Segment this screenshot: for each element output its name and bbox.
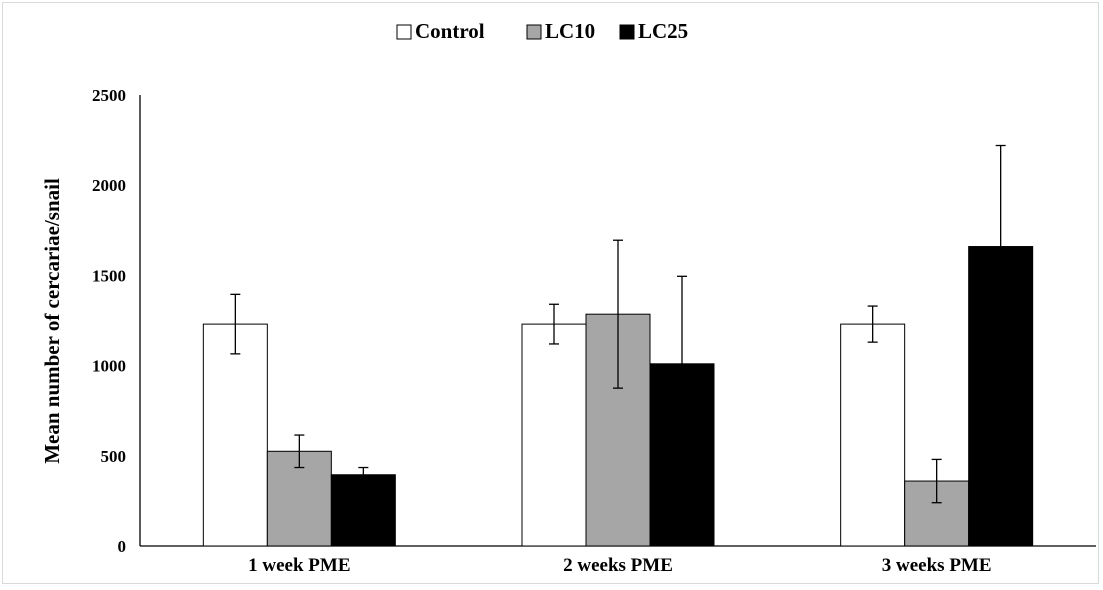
legend-label-control: Control bbox=[415, 19, 485, 43]
y-tick-label: 1000 bbox=[92, 357, 126, 376]
y-tick-label: 1500 bbox=[92, 266, 126, 285]
bar-control-2 bbox=[521, 323, 587, 547]
error-bars bbox=[230, 144, 1006, 504]
bar-control-3 bbox=[840, 323, 906, 547]
y-axis: 0 500 1000 1500 2000 2500 bbox=[92, 86, 141, 556]
legend-swatch-lc10 bbox=[526, 24, 542, 40]
x-tick-label: 2 weeks PME bbox=[563, 555, 673, 576]
legend-label-lc10: LC10 bbox=[545, 19, 595, 43]
y-tick-label: 2000 bbox=[92, 176, 126, 195]
legend: Control LC10 LC25 bbox=[396, 19, 688, 43]
legend-swatch-control bbox=[396, 24, 412, 40]
x-tick-label: 3 weeks PME bbox=[882, 555, 992, 576]
x-axis: 1 week PME 2 weeks PME 3 weeks PME bbox=[140, 545, 1096, 576]
y-tick-label: 0 bbox=[118, 537, 127, 556]
legend-label-lc25: LC25 bbox=[638, 19, 688, 43]
bar-control-1 bbox=[202, 323, 268, 547]
x-tick-label: 1 week PME bbox=[248, 555, 350, 576]
bar-chart: Control LC10 LC25 Mean number of cercariae… bbox=[40, 19, 1096, 576]
y-axis-label: Mean number of cercariae/snail bbox=[40, 178, 64, 464]
bar-lc25-1 bbox=[330, 474, 396, 547]
y-tick-label: 2500 bbox=[92, 86, 126, 105]
y-tick-label: 500 bbox=[101, 447, 127, 466]
legend-swatch-lc25 bbox=[619, 24, 635, 40]
